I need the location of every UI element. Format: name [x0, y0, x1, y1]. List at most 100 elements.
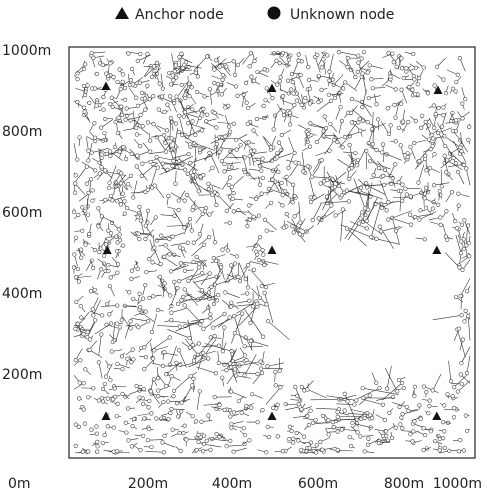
- error-line: [204, 121, 217, 128]
- unknown-node: [228, 304, 234, 309]
- unknown-node: [353, 74, 358, 80]
- unknown-node: [190, 383, 195, 388]
- error-line: [187, 113, 200, 119]
- unknown-node: [370, 142, 375, 147]
- unknown-node: [153, 215, 158, 220]
- unknown-node: [147, 97, 152, 102]
- unknown-node: [412, 419, 417, 424]
- unknown-node: [105, 424, 110, 429]
- unknown-node: [128, 77, 134, 83]
- error-line: [352, 109, 368, 123]
- unknown-node: [399, 87, 404, 92]
- error-line: [273, 115, 277, 130]
- unknown-node: [126, 51, 131, 56]
- unknown-node: [442, 153, 447, 158]
- unknown-node: [77, 380, 82, 385]
- unknown-node: [374, 380, 379, 385]
- error-line: [233, 315, 243, 344]
- unknown-node: [179, 400, 184, 405]
- error-line: [264, 219, 277, 231]
- unknown-node: [256, 258, 262, 263]
- error-line: [235, 375, 251, 379]
- unknown-node: [307, 445, 312, 451]
- unknown-node: [219, 92, 224, 97]
- unknown-node: [228, 414, 233, 419]
- unknown-node: [232, 331, 238, 336]
- error-line: [173, 127, 179, 150]
- unknown-node: [154, 416, 159, 421]
- unknown-node: [108, 193, 114, 199]
- error-line: [166, 225, 188, 227]
- unknown-node: [151, 121, 156, 127]
- error-line: [225, 292, 240, 298]
- unknown-node: [139, 90, 145, 95]
- error-line: [312, 203, 322, 221]
- error-line: [150, 337, 170, 351]
- unknown-node: [128, 173, 134, 178]
- unknown-node: [463, 413, 468, 418]
- unknown-node: [335, 414, 340, 419]
- unknown-node: [75, 99, 80, 105]
- unknown-node: [115, 361, 120, 367]
- error-line: [316, 407, 340, 410]
- unknown-node: [182, 268, 187, 273]
- error-line: [162, 442, 175, 448]
- unknown-node: [99, 332, 104, 337]
- error-line: [138, 233, 153, 236]
- unknown-node: [157, 274, 163, 280]
- unknown-node: [400, 426, 405, 431]
- unknown-node: [234, 137, 239, 143]
- error-line: [98, 151, 102, 168]
- unknown-node: [143, 236, 148, 242]
- unknown-node: [247, 64, 252, 69]
- unknown-node: [265, 364, 270, 369]
- unknown-node: [287, 424, 292, 429]
- unknown-node: [115, 262, 121, 267]
- unknown-node: [231, 121, 236, 126]
- unknown-node: [100, 440, 106, 446]
- unknown-node: [366, 95, 371, 101]
- unknown-node: [437, 448, 442, 453]
- error-line: [327, 193, 337, 204]
- unknown-node: [243, 80, 249, 86]
- error-line: [175, 170, 177, 184]
- unknown-node: [232, 313, 237, 319]
- unknown-node: [374, 147, 379, 153]
- unknown-node: [96, 206, 101, 211]
- error-line: [362, 387, 399, 395]
- unknown-node: [93, 139, 98, 144]
- unknown-node: [356, 60, 361, 65]
- unknown-node: [463, 308, 468, 314]
- error-line: [75, 311, 90, 330]
- unknown-node: [190, 342, 195, 348]
- unknown-node: [86, 148, 91, 153]
- unknown-node: [130, 82, 135, 87]
- unknown-node: [276, 169, 281, 175]
- unknown-node: [100, 62, 105, 67]
- unknown-node: [197, 265, 202, 270]
- error-line: [440, 157, 454, 169]
- error-line: [189, 176, 200, 192]
- unknown-node: [356, 53, 361, 58]
- unknown-node: [151, 64, 157, 69]
- error-line: [367, 153, 380, 169]
- unknown-node: [193, 132, 198, 137]
- error-line: [382, 382, 403, 401]
- unknown-node: [249, 74, 254, 79]
- unknown-node: [289, 428, 294, 434]
- error-line: [229, 348, 237, 364]
- unknown-node: [404, 66, 409, 71]
- error-line: [250, 151, 255, 166]
- unknown-node: [170, 73, 175, 78]
- unknown-node: [89, 50, 94, 56]
- unknown-node: [140, 124, 145, 129]
- unknown-node: [80, 228, 85, 233]
- unknown-node: [239, 410, 244, 415]
- unknown-node: [365, 442, 371, 447]
- unknown-node: [385, 386, 390, 391]
- unknown-node: [185, 240, 190, 245]
- error-line: [231, 176, 244, 188]
- unknown-node: [196, 439, 201, 445]
- error-line: [244, 308, 264, 337]
- unknown-node: [143, 355, 149, 360]
